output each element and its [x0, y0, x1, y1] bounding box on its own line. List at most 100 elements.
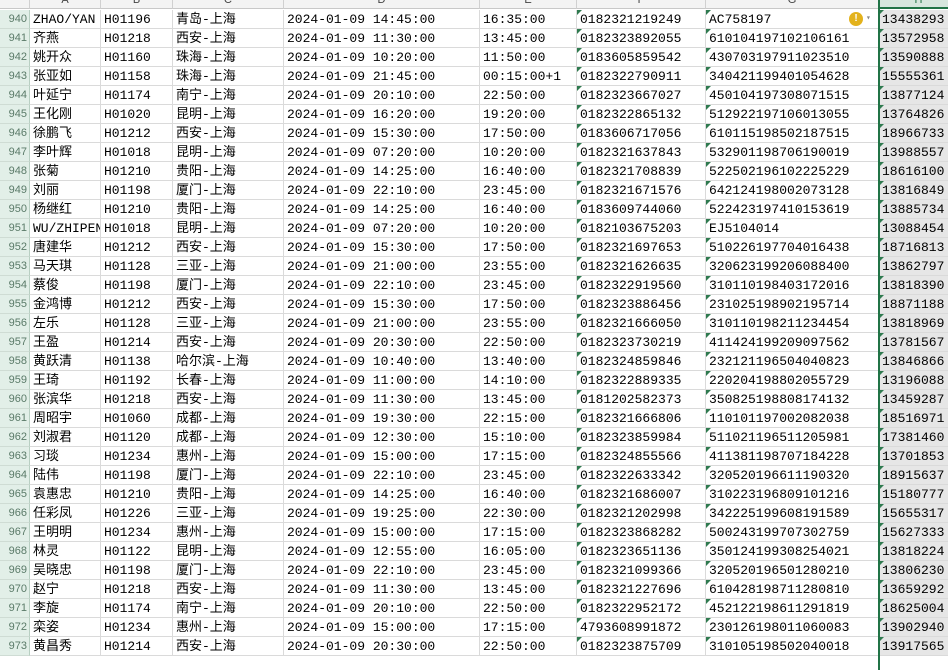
cell-g[interactable]: 320623199206088400 [706, 257, 879, 276]
cell-h[interactable]: 13818224 [879, 542, 948, 561]
cell-f[interactable]: 0182321099366 [577, 561, 706, 580]
cell-g[interactable]: 510226197704016438 [706, 238, 879, 257]
cell-e[interactable]: 16:05:00 [480, 542, 577, 561]
cell-d[interactable]: 2024-01-09 14:25:00 [284, 200, 480, 219]
row-header[interactable]: 957 [0, 333, 30, 352]
cell-g[interactable]: 350825198808174132 [706, 390, 879, 409]
cell-f[interactable]: 0182321666050 [577, 314, 706, 333]
cell-a[interactable]: 袁惠忠 [30, 485, 101, 504]
cell-f[interactable]: 0182324855566 [577, 447, 706, 466]
cell-f[interactable]: 0181202582373 [577, 390, 706, 409]
cell-g[interactable]: 350124199308254021 [706, 542, 879, 561]
cell-b[interactable]: H01198 [101, 181, 173, 200]
cell-c[interactable]: 三亚-上海 [173, 257, 284, 276]
cell-d[interactable]: 2024-01-09 21:45:00 [284, 67, 480, 86]
cell-h[interactable]: 13816849 [879, 181, 948, 200]
cell-h[interactable]: 13659292 [879, 580, 948, 599]
cell-c[interactable]: 昆明-上海 [173, 143, 284, 162]
cell-b[interactable]: H01234 [101, 523, 173, 542]
cell-d[interactable]: 2024-01-09 22:10:00 [284, 466, 480, 485]
column-header-c[interactable]: C [173, 0, 284, 9]
cell-d[interactable]: 2024-01-09 21:00:00 [284, 257, 480, 276]
cell-a[interactable]: 李旋 [30, 599, 101, 618]
column-header-d[interactable]: D [284, 0, 480, 9]
cell-g[interactable]: 230126198011060083 [706, 618, 879, 637]
cell-g[interactable]: 512922197106013055 [706, 105, 879, 124]
cell-c[interactable]: 西安-上海 [173, 29, 284, 48]
cell-e[interactable]: 15:10:00 [480, 428, 577, 447]
cell-h[interactable]: 17381460 [879, 428, 948, 447]
cell-e[interactable]: 22:50:00 [480, 333, 577, 352]
cell-e[interactable]: 23:45:00 [480, 181, 577, 200]
cell-a[interactable]: 张亚如 [30, 67, 101, 86]
cell-e[interactable]: 11:50:00 [480, 48, 577, 67]
cell-b[interactable]: H01128 [101, 257, 173, 276]
row-header[interactable]: 949 [0, 181, 30, 200]
cell-d[interactable]: 2024-01-09 11:30:00 [284, 580, 480, 599]
cell-f[interactable]: 0182321686007 [577, 485, 706, 504]
cell-a[interactable]: 王盈 [30, 333, 101, 352]
cell-d[interactable]: 2024-01-09 14:25:00 [284, 162, 480, 181]
column-header-f[interactable]: F [577, 0, 706, 9]
cell-e[interactable]: 17:15:00 [480, 618, 577, 637]
cell-f[interactable]: 0182323667027 [577, 86, 706, 105]
cell-g[interactable]: 642124198002073128 [706, 181, 879, 200]
cell-e[interactable]: 22:50:00 [480, 599, 577, 618]
cell-b[interactable]: H01174 [101, 86, 173, 105]
cell-f[interactable]: 0182322790911 [577, 67, 706, 86]
cell-f[interactable]: 0182322865132 [577, 105, 706, 124]
cell-e[interactable]: 23:45:00 [480, 466, 577, 485]
cell-g[interactable]: 430703197911023510 [706, 48, 879, 67]
cell-c[interactable]: 贵阳-上海 [173, 162, 284, 181]
cell-f[interactable]: 0182321708839 [577, 162, 706, 181]
cell-h[interactable]: 15655317 [879, 504, 948, 523]
cell-g[interactable]: 522423197410153619 [706, 200, 879, 219]
cell-b[interactable]: H01196 [101, 10, 173, 29]
cell-b[interactable]: H01218 [101, 390, 173, 409]
cell-e[interactable]: 10:20:00 [480, 219, 577, 238]
cell-h[interactable]: 13701853 [879, 447, 948, 466]
cell-b[interactable]: H01214 [101, 333, 173, 352]
cell-f[interactable]: 0182321626635 [577, 257, 706, 276]
cell-d[interactable]: 2024-01-09 20:10:00 [284, 86, 480, 105]
cell-f[interactable]: 0182322633342 [577, 466, 706, 485]
cell-e[interactable]: 16:40:00 [480, 485, 577, 504]
cell-c[interactable]: 厦门-上海 [173, 276, 284, 295]
cell-a[interactable]: 叶延宁 [30, 86, 101, 105]
cell-h[interactable]: 18516971 [879, 409, 948, 428]
cell-c[interactable]: 西安-上海 [173, 637, 284, 656]
cell-g[interactable]: 522502196102225229 [706, 162, 879, 181]
cell-c[interactable]: 南宁-上海 [173, 86, 284, 105]
cell-c[interactable]: 厦门-上海 [173, 466, 284, 485]
cell-f[interactable]: 0182323859984 [577, 428, 706, 447]
cell-h[interactable]: 18915637 [879, 466, 948, 485]
cell-a[interactable]: 周昭宇 [30, 409, 101, 428]
cell-b[interactable]: H01214 [101, 637, 173, 656]
row-header[interactable]: 958 [0, 352, 30, 371]
cell-c[interactable]: 昆明-上海 [173, 542, 284, 561]
cell-e[interactable]: 13:40:00 [480, 352, 577, 371]
column-header-g[interactable]: G [706, 0, 879, 9]
cell-e[interactable]: 13:45:00 [480, 580, 577, 599]
row-header[interactable]: 961 [0, 409, 30, 428]
row-header[interactable]: 940 [0, 10, 30, 29]
cell-c[interactable]: 惠州-上海 [173, 618, 284, 637]
cell-e[interactable]: 22:15:00 [480, 409, 577, 428]
cell-f[interactable]: 4793608991872 [577, 618, 706, 637]
cell-g[interactable]: 110101197002082038 [706, 409, 879, 428]
cell-h[interactable]: 15555361 [879, 67, 948, 86]
cell-b[interactable]: H01020 [101, 105, 173, 124]
cell-a[interactable]: 徐鹏飞 [30, 124, 101, 143]
cell-h[interactable]: 13988557 [879, 143, 948, 162]
cell-d[interactable]: 2024-01-09 22:10:00 [284, 181, 480, 200]
cell-h[interactable]: 13764826 [879, 105, 948, 124]
cell-e[interactable]: 17:50:00 [480, 238, 577, 257]
cell-c[interactable]: 三亚-上海 [173, 504, 284, 523]
cell-b[interactable]: H01212 [101, 295, 173, 314]
row-header[interactable]: 947 [0, 143, 30, 162]
cell-c[interactable]: 西安-上海 [173, 295, 284, 314]
cell-a[interactable]: WU/ZHIPEN [30, 219, 101, 238]
cell-h[interactable]: 13781567 [879, 333, 948, 352]
row-header[interactable]: 972 [0, 618, 30, 637]
cell-h[interactable]: 13572958 [879, 29, 948, 48]
